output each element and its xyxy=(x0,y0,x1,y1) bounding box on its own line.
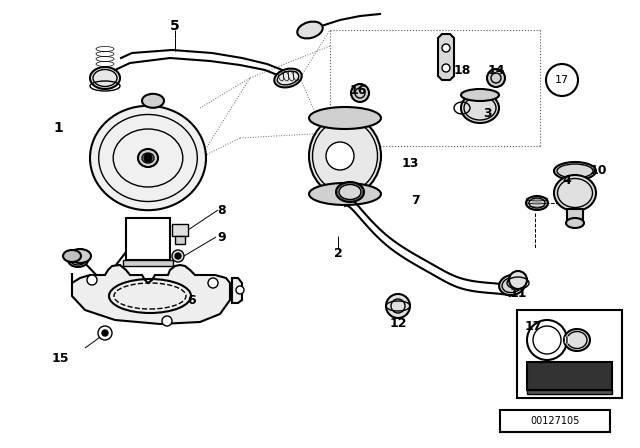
Ellipse shape xyxy=(336,182,364,202)
Text: 9: 9 xyxy=(218,231,227,244)
Circle shape xyxy=(236,286,244,294)
Ellipse shape xyxy=(499,275,525,295)
Polygon shape xyxy=(232,278,242,303)
Ellipse shape xyxy=(566,218,584,228)
Circle shape xyxy=(487,69,505,87)
Text: 11: 11 xyxy=(509,287,527,300)
Ellipse shape xyxy=(554,162,596,180)
Circle shape xyxy=(208,278,218,288)
Ellipse shape xyxy=(461,93,499,123)
Ellipse shape xyxy=(90,106,206,210)
Circle shape xyxy=(144,154,152,162)
Ellipse shape xyxy=(554,175,596,211)
Ellipse shape xyxy=(63,250,81,262)
Ellipse shape xyxy=(564,329,590,351)
Text: 5: 5 xyxy=(170,19,180,33)
Text: 8: 8 xyxy=(218,203,227,216)
Bar xyxy=(126,218,170,260)
Bar xyxy=(500,410,610,432)
Ellipse shape xyxy=(138,149,158,167)
Ellipse shape xyxy=(297,22,323,39)
Ellipse shape xyxy=(142,94,164,108)
Bar xyxy=(172,224,188,236)
Text: 13: 13 xyxy=(401,156,419,169)
Bar xyxy=(567,209,583,223)
Polygon shape xyxy=(72,265,230,324)
Text: 6: 6 xyxy=(188,293,196,306)
Text: 1: 1 xyxy=(53,121,63,135)
Ellipse shape xyxy=(309,116,381,196)
Text: 4: 4 xyxy=(563,173,572,186)
Circle shape xyxy=(98,326,112,340)
Bar xyxy=(175,236,185,244)
Text: 17: 17 xyxy=(524,319,541,332)
Ellipse shape xyxy=(309,107,381,129)
Circle shape xyxy=(326,142,354,170)
Text: 14: 14 xyxy=(487,64,505,77)
Text: 18: 18 xyxy=(453,64,470,77)
Circle shape xyxy=(546,64,578,96)
Ellipse shape xyxy=(69,249,91,263)
Circle shape xyxy=(175,253,181,259)
Ellipse shape xyxy=(68,253,88,267)
Circle shape xyxy=(172,250,184,262)
Ellipse shape xyxy=(90,67,120,89)
Text: 15: 15 xyxy=(51,352,68,365)
Text: 7: 7 xyxy=(411,194,419,207)
Text: 16: 16 xyxy=(349,83,367,96)
Ellipse shape xyxy=(275,69,301,87)
Circle shape xyxy=(386,294,410,318)
Circle shape xyxy=(351,84,369,102)
Circle shape xyxy=(102,330,108,336)
Circle shape xyxy=(509,271,527,289)
Bar xyxy=(123,260,173,266)
Text: 12: 12 xyxy=(389,316,407,329)
Ellipse shape xyxy=(461,89,499,101)
Circle shape xyxy=(442,44,450,52)
Text: 00127105: 00127105 xyxy=(531,416,580,426)
Circle shape xyxy=(442,64,450,72)
Polygon shape xyxy=(438,34,454,80)
Bar xyxy=(527,390,612,394)
Ellipse shape xyxy=(309,183,381,205)
Circle shape xyxy=(87,275,97,285)
Bar xyxy=(527,362,612,390)
Text: 3: 3 xyxy=(484,107,492,120)
Text: 2: 2 xyxy=(333,246,342,259)
Ellipse shape xyxy=(526,196,548,210)
Text: 10: 10 xyxy=(589,164,607,177)
Circle shape xyxy=(162,316,172,326)
Text: 17: 17 xyxy=(555,75,569,85)
Bar xyxy=(517,310,622,398)
